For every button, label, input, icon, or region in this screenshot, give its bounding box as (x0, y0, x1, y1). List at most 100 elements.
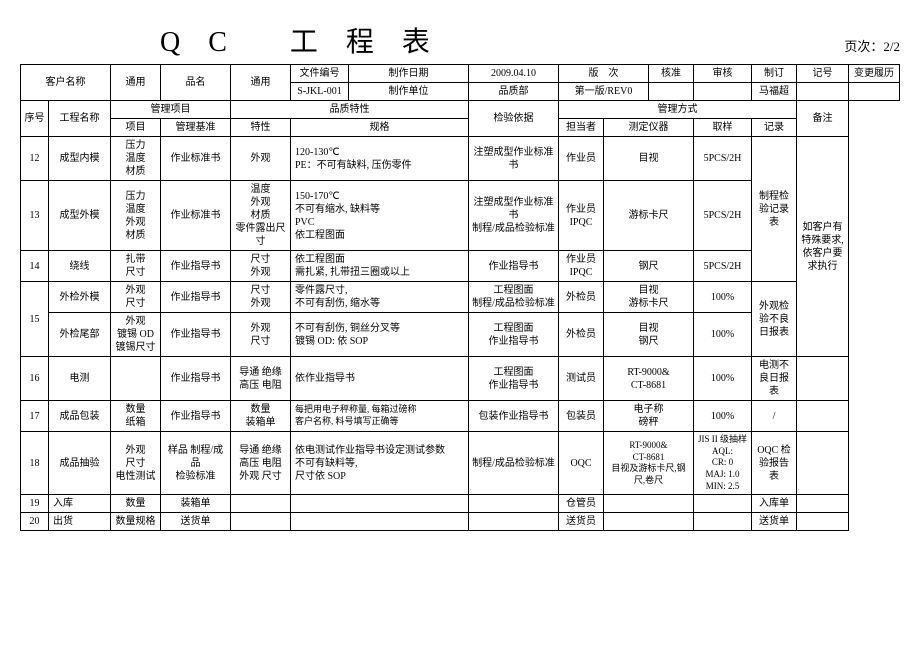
cell-who: 送货员 (559, 513, 604, 531)
cell-item: 压力温度外观材质 (111, 181, 161, 251)
hdr-makedept-value: 品质部 (469, 83, 559, 101)
cell-seq: 13 (21, 181, 49, 251)
cell-char: 尺寸外观 (231, 282, 291, 313)
page-number: 页次：2/2 (844, 36, 900, 55)
cell-who: 仓管员 (559, 495, 604, 513)
cell-rec: 入库单 (752, 495, 797, 513)
col-inspbasis: 检验依据 (469, 101, 559, 137)
cell-remark (797, 432, 849, 495)
col-qualchar-2: 规格 (291, 119, 469, 137)
cell-basis (469, 495, 559, 513)
cell-name: 成品包装 (49, 401, 111, 432)
hdr-approve-label: 核准 (649, 65, 694, 83)
col-mgmtmethod-3: 取样 (694, 119, 752, 137)
cell-inst: 目视钢尺 (604, 313, 694, 357)
cell-spec: 150-170℃不可有缩水, 缺料等PVC依工程图面 (291, 181, 469, 251)
cell-seq: 14 (21, 251, 49, 282)
cell-samp: 100% (694, 313, 752, 357)
cell-spec (291, 513, 469, 531)
cell-inst: RT-9000&CT-8681 (604, 357, 694, 401)
cell-seq: 12 (21, 137, 49, 181)
cell-item: 外观镀锡 OD镀锡尺寸 (111, 313, 161, 357)
hdr-makedept-label: 制作单位 (349, 83, 469, 101)
cell-char: 数量装箱单 (231, 401, 291, 432)
cell-spec: 依工程图面需扎紧, 扎带扭三圈或以上 (291, 251, 469, 282)
table-row: 20 出货 数量规格 送货单 送货员 送货单 (21, 513, 900, 531)
hdr-customer-value: 通用 (111, 65, 161, 101)
cell-name: 外检尾部 (49, 313, 111, 357)
col-mgmtmethod-2: 测定仪器 (604, 119, 694, 137)
col-qualchar: 品质特性 (231, 101, 469, 119)
cell-spec: 不可有刮伤, 铜丝分叉等镀锡 OD: 依 SOP (291, 313, 469, 357)
col-mgmtitem-1: 项目 (111, 119, 161, 137)
cell-char: 温度外观材质零件露出尺寸 (231, 181, 291, 251)
hdr-customer-label: 客户名称 (21, 65, 111, 101)
hdr-review-label: 审核 (694, 65, 752, 83)
cell-basis: 工程图面制程/成品检验标准 (469, 282, 559, 313)
cell-std: 送货单 (161, 513, 231, 531)
cell-item: 数量纸箱 (111, 401, 161, 432)
cell-char (231, 495, 291, 513)
cell-spec (291, 495, 469, 513)
hdr-product-label: 品名 (161, 65, 231, 101)
cell-basis (469, 513, 559, 531)
cell-name: 成型外模 (49, 181, 111, 251)
cell-item: 数量 (111, 495, 161, 513)
cell-remark (797, 401, 849, 432)
cell-item: 外观尺寸电性测试 (111, 432, 161, 495)
cell-std: 作业标准书 (161, 137, 231, 181)
cell-std: 作业指导书 (161, 251, 231, 282)
col-mgmtitem-2: 管理基准 (161, 119, 231, 137)
hdr-make-value: 马福超 (752, 83, 797, 101)
cell-std: 作业指导书 (161, 313, 231, 357)
hdr-docno-label: 文件编号 (291, 65, 349, 83)
cell-name: 绕线 (49, 251, 111, 282)
cell-std: 作业指导书 (161, 357, 231, 401)
cell-seq: 18 (21, 432, 49, 495)
cell-name: 入库 (49, 495, 111, 513)
cell-remark (797, 513, 849, 531)
table-row: 15 外检外模 外观尺寸 作业指导书 尺寸外观 零件露尺寸,不可有刮伤, 缩水等… (21, 282, 900, 313)
col-mgmtmethod: 管理方式 (559, 101, 797, 119)
cell-inst: RT-9000&CT-8681目视及游标卡尺,钢尺,卷尺 (604, 432, 694, 495)
cell-who: OQC (559, 432, 604, 495)
cell-basis: 作业指导书 (469, 251, 559, 282)
hdr-changehist-value (849, 83, 900, 101)
cell-seq: 20 (21, 513, 49, 531)
cell-rec: 外观检验不良日报表 (752, 282, 797, 357)
cell-inst: 目视游标卡尺 (604, 282, 694, 313)
cell-spec: 120-130℃PE：不可有缺料, 压伤零件 (291, 137, 469, 181)
cell-who: 作业员IPQC (559, 251, 604, 282)
hdr-mark-label: 记号 (797, 65, 849, 83)
cell-name: 外检外模 (49, 282, 111, 313)
cell-spec: 每把用电子秤称量, 每箱过磅称客户名称, 料号填写正确等 (291, 401, 469, 432)
col-remark: 备注 (797, 101, 849, 137)
cell-char: 外观尺寸 (231, 313, 291, 357)
cell-basis: 工程图面作业指导书 (469, 357, 559, 401)
cell-samp: 5PCS/2H (694, 137, 752, 181)
cell-rec: 电测不良日报表 (752, 357, 797, 401)
cell-samp: 100% (694, 357, 752, 401)
cell-rec: 送货单 (752, 513, 797, 531)
cell-inst: 钢尺 (604, 251, 694, 282)
col-seq: 序号 (21, 101, 49, 137)
table-row: 17 成品包装 数量纸箱 作业指导书 数量装箱单 每把用电子秤称量, 每箱过磅称… (21, 401, 900, 432)
cell-item: 扎带尺寸 (111, 251, 161, 282)
cell-spec: 依作业指导书 (291, 357, 469, 401)
hdr-docno-value: S-JKL-001 (291, 83, 349, 101)
hdr-makedate-value: 2009.04.10 (469, 65, 559, 83)
hdr-changehist-label: 变更履历 (849, 65, 900, 83)
cell-seq: 19 (21, 495, 49, 513)
cell-char: 外观 (231, 137, 291, 181)
cell-std: 作业标准书 (161, 181, 231, 251)
hdr-rev-value: 第一版/REV0 (559, 83, 649, 101)
cell-inst: 游标卡尺 (604, 181, 694, 251)
cell-item: 压力温度材质 (111, 137, 161, 181)
col-mgmtmethod-1: 担当者 (559, 119, 604, 137)
col-mgmtitem: 管理项目 (111, 101, 231, 119)
cell-name: 成型内模 (49, 137, 111, 181)
cell-remark (797, 357, 849, 401)
hdr-makedate-label: 制作日期 (349, 65, 469, 83)
cell-spec: 零件露尺寸,不可有刮伤, 缩水等 (291, 282, 469, 313)
hdr-product-value: 通用 (231, 65, 291, 101)
